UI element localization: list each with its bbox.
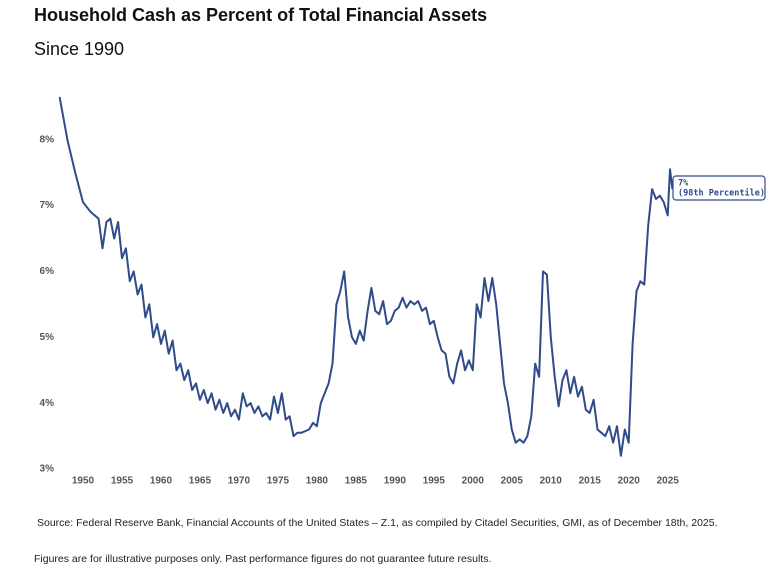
- chart-subtitle: Since 1990: [34, 39, 124, 59]
- y-tick-label: 3%: [40, 464, 55, 475]
- y-tick-label: 8%: [40, 134, 55, 145]
- x-tick-label: 1955: [111, 476, 134, 487]
- x-tick-label: 1970: [228, 476, 251, 487]
- x-tick-label: 2000: [462, 476, 485, 487]
- x-tick-label: 1995: [423, 476, 446, 487]
- y-tick-label: 4%: [40, 398, 55, 409]
- x-tick-label: 1960: [150, 476, 173, 487]
- y-tick-label: 6%: [40, 266, 55, 277]
- x-tick-label: 2025: [657, 476, 680, 487]
- x-tick-label: 1985: [345, 476, 368, 487]
- x-tick-label: 2015: [579, 476, 602, 487]
- annotation: (98th Percentile): [678, 188, 765, 199]
- x-tick-label: 1990: [384, 476, 407, 487]
- x-tick-label: 1950: [72, 476, 95, 487]
- x-tick-label: 2020: [618, 476, 641, 487]
- disclaimer: Figures are for illustrative purposes on…: [34, 553, 491, 565]
- x-tick-label: 1975: [267, 476, 290, 487]
- x-tick-label: 1980: [306, 476, 329, 487]
- source-note: Source: Federal Reserve Bank, Financial …: [37, 517, 718, 529]
- annotation: 7%: [678, 179, 689, 189]
- x-tick-label: 2005: [501, 476, 524, 487]
- y-tick-label: 7%: [40, 200, 55, 211]
- x-tick-label: 2010: [540, 476, 563, 487]
- chart-title: Household Cash as Percent of Total Finan…: [34, 5, 487, 25]
- data-line: [58, 96, 674, 457]
- x-tick-label: 1965: [189, 476, 212, 487]
- y-tick-label: 5%: [40, 332, 55, 343]
